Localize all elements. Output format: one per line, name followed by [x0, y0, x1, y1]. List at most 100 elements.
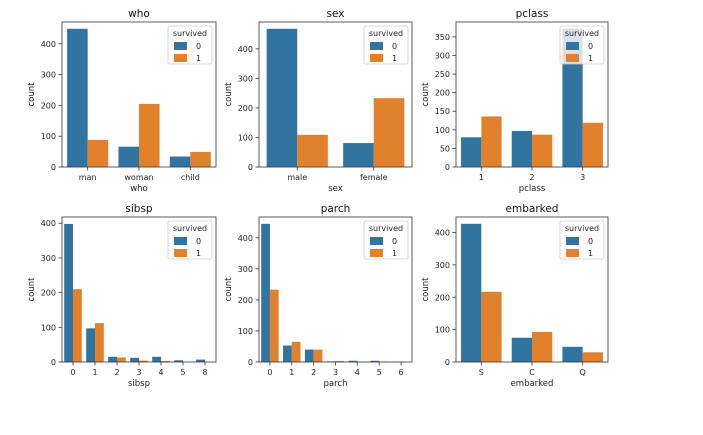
bar-parch-2-survived-0 [304, 349, 314, 362]
x-tick-label: 4 [355, 368, 360, 377]
bar-embarked-C-survived-0 [511, 337, 532, 362]
y-tick-label: 100 [41, 132, 56, 141]
y-tick-label: 400 [41, 40, 56, 49]
subplot-who: 0 100 200 300 400 man woman child who count who sur… [27, 8, 217, 194]
bar-parch-0-survived-1 [269, 289, 279, 362]
bar-sibsp-1-survived-1 [95, 323, 104, 362]
bar-embarked-Q-survived-0 [562, 346, 583, 362]
bar-sibsp-8-survived-0 [196, 359, 205, 362]
legend-swatch-1 [370, 54, 383, 62]
y-axis-label: count [224, 277, 234, 302]
y-tick-label: 100 [435, 326, 450, 335]
legend-swatch-1 [174, 54, 187, 62]
bar-parch-0-survived-0 [261, 223, 270, 362]
bar-sibsp-3-survived-0 [130, 357, 139, 362]
legend-swatch-0 [566, 42, 579, 50]
y-tick-label: 0 [51, 163, 56, 172]
legend-label-1: 1 [196, 54, 201, 63]
x-tick-label: S [479, 368, 484, 377]
legend-title: survived [565, 224, 599, 233]
y-axis-label: count [421, 82, 431, 107]
x-tick-label: 3 [580, 173, 585, 182]
y-axis-label: count [27, 277, 37, 302]
subplot-title: sex [327, 8, 345, 20]
legend-swatch-0 [566, 237, 579, 245]
legend-swatch-1 [174, 249, 187, 257]
bar-parch-5-survived-0 [370, 360, 380, 362]
y-tick-label: 400 [238, 234, 253, 243]
x-tick-label: 3 [136, 368, 141, 377]
x-tick-label: 1 [289, 368, 294, 377]
y-tick-label: 400 [41, 219, 56, 228]
bar-who-man-survived-1 [87, 139, 109, 167]
y-tick-label: 300 [41, 71, 56, 80]
bar-sibsp-3-survived-1 [139, 360, 148, 362]
legend-label-0: 0 [196, 237, 201, 246]
legend-swatch-0 [370, 42, 383, 50]
bar-pclass-1-survived-1 [481, 116, 502, 167]
y-tick-label: 200 [41, 101, 56, 110]
x-tick-label: 1 [92, 368, 97, 377]
x-tick-label: 1 [479, 173, 484, 182]
x-tick-label: male [287, 173, 307, 182]
y-axis-label: count [224, 82, 234, 107]
y-tick-label: 100 [238, 133, 253, 142]
bar-sibsp-2-survived-1 [117, 357, 126, 362]
y-tick-label: 200 [238, 104, 253, 113]
subplot-parch: 0 100 200 300 400 0 1 2 3 4 5 6 parch count parch survi… [224, 203, 413, 389]
y-tick-label: 0 [248, 358, 253, 367]
x-tick-label: 2 [529, 173, 534, 182]
bar-pclass-3-survived-1 [582, 122, 603, 167]
y-tick-label: 300 [435, 51, 450, 60]
bar-parch-1-survived-1 [291, 341, 301, 362]
bar-embarked-S-survived-0 [461, 223, 482, 362]
y-tick-label: 300 [238, 265, 253, 274]
subplot-sibsp: 0 100 200 300 400 0 1 2 3 4 5 8 sibsp count sibsp survi… [27, 203, 217, 389]
y-tick-label: 300 [435, 261, 450, 270]
x-tick-label: female [360, 173, 388, 182]
y-tick-label: 150 [435, 107, 450, 116]
bar-pclass-1-survived-0 [461, 137, 482, 167]
subplot-title: who [128, 8, 150, 20]
x-tick-label: 3 [333, 368, 338, 377]
bar-sibsp-4-survived-0 [152, 356, 161, 362]
x-axis-label: parch [324, 379, 348, 389]
legend-label-0: 0 [588, 237, 593, 246]
legend-label-1: 1 [588, 54, 593, 63]
bar-who-man-survived-0 [67, 28, 88, 167]
y-tick-label: 100 [238, 327, 253, 336]
bar-parch-1-survived-0 [283, 345, 292, 362]
legend-title: survived [369, 224, 403, 233]
legend: survived 0 1 [167, 25, 213, 65]
bar-sibsp-0-survived-1 [73, 289, 82, 362]
legend-swatch-0 [370, 237, 383, 245]
y-tick-label: 400 [238, 45, 253, 54]
subplot-pclass: 0 50 100 150 200 250 300 350 1 2 3 pclass count pclas… [421, 8, 609, 194]
x-tick-label: Q [580, 368, 586, 377]
y-tick-label: 350 [435, 33, 450, 42]
legend-label-0: 0 [392, 42, 397, 51]
bar-sibsp-1-survived-0 [86, 328, 95, 362]
legend-title: survived [173, 29, 207, 38]
x-tick-label: 2 [114, 368, 119, 377]
y-axis-label: count [27, 82, 37, 107]
y-tick-label: 300 [238, 74, 253, 83]
x-tick-label: woman [124, 173, 153, 182]
y-tick-label: 0 [51, 358, 56, 367]
subplot-sex: 0 100 200 300 400 male female sex count sex surviv… [224, 8, 413, 194]
bar-who-woman-survived-1 [139, 103, 160, 167]
x-axis-label: sex [328, 184, 343, 194]
x-tick-label: 5 [377, 368, 382, 377]
x-tick-label: man [79, 173, 97, 182]
y-tick-label: 200 [435, 293, 450, 302]
legend-swatch-1 [370, 249, 383, 257]
bar-embarked-Q-survived-1 [582, 352, 603, 362]
legend-swatch-0 [174, 42, 187, 50]
y-tick-label: 50 [440, 144, 450, 153]
legend: survived 0 1 [559, 25, 605, 65]
legend-label-0: 0 [196, 42, 201, 51]
legend-swatch-1 [566, 54, 579, 62]
y-axis-label: count [421, 277, 431, 302]
